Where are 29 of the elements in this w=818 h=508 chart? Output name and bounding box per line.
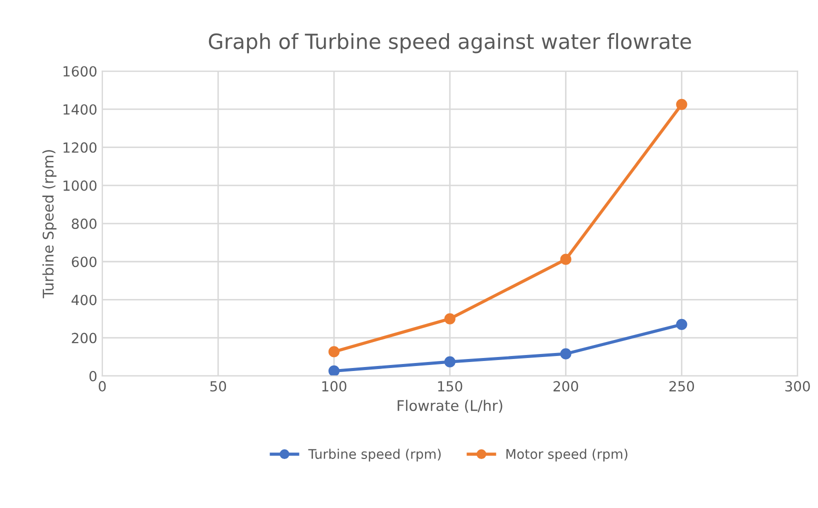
y-tick-label: 1000	[64, 180, 96, 191]
point	[560, 348, 572, 360]
legend-label: Motor speed (rpm)	[506, 448, 628, 462]
point	[444, 313, 456, 324]
point	[444, 356, 456, 368]
point	[676, 318, 688, 330]
point	[328, 365, 340, 376]
y-tick-label: 0	[89, 370, 96, 382]
x-tick-label: 100	[322, 381, 346, 392]
x-tick-label: 300	[785, 381, 810, 392]
point	[676, 98, 688, 110]
x-tick-label: 50	[210, 381, 226, 392]
x-tick-label: 250	[669, 381, 694, 392]
x-axis-title: Flowrate (L/hr)	[398, 400, 502, 413]
point	[328, 346, 340, 358]
y-tick-label: 1200	[64, 142, 96, 153]
point	[560, 254, 572, 265]
y-tick-label: 600	[72, 256, 96, 268]
x-tick-label: 150	[438, 381, 462, 392]
y-tick-label: 800	[72, 218, 96, 229]
legend-label: Turbine speed (rpm)	[308, 448, 441, 462]
x-tick-label: 200	[554, 381, 578, 392]
y-tick-label: 1400	[64, 104, 96, 115]
y-tick-label: 200	[72, 332, 96, 344]
y-tick-label: 400	[72, 294, 96, 306]
y-axis-title: Turbine Speed (rpm)	[42, 150, 56, 298]
y-tick-label: 1600	[64, 66, 96, 77]
x-tick-label: 0	[98, 381, 106, 392]
chart-title: Graph of Turbine speed against water flowrate	[208, 33, 691, 54]
